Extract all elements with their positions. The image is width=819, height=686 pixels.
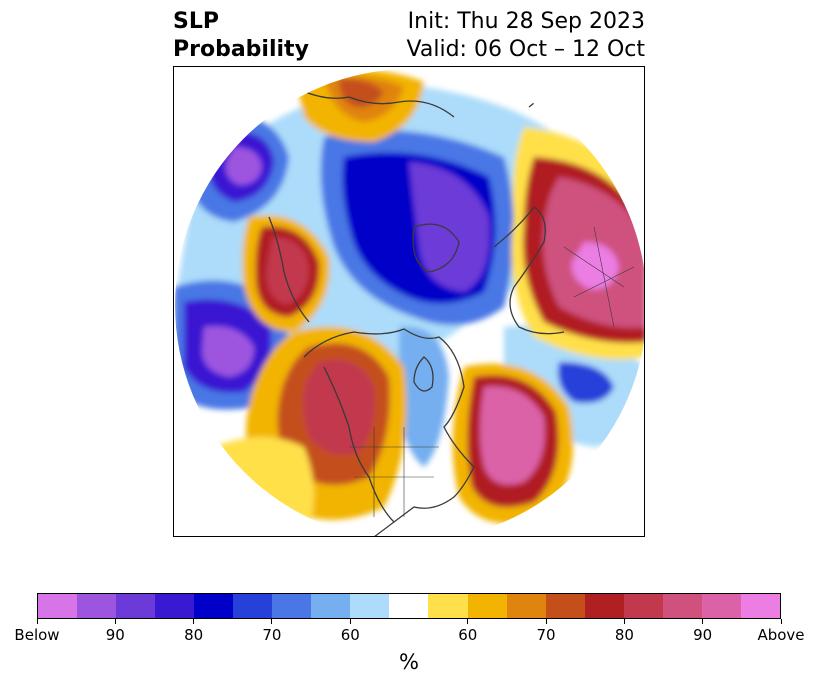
colorbar-tick-mark — [702, 619, 704, 624]
above-60-south — [206, 437, 314, 536]
colorbar-swatch — [389, 594, 429, 618]
colorbar-tick-label: 90 — [693, 626, 713, 644]
colorbar-tick-mark — [193, 619, 195, 624]
colorbar-swatch — [311, 594, 351, 618]
colorbar-tick-mark — [623, 619, 625, 624]
colorbar-swatch — [155, 594, 195, 618]
colorbar — [37, 593, 781, 619]
hudson-bay — [413, 356, 434, 392]
map-title: SLP Probability — [173, 8, 309, 64]
colorbar-unit-label: % — [399, 650, 419, 674]
colorbar-tick-label: 80 — [614, 626, 634, 644]
colorbar-swatch — [272, 594, 312, 618]
title-variable: SLP — [173, 9, 219, 34]
above-90-atlantic — [480, 386, 545, 485]
below-60-canada — [399, 326, 449, 467]
colorbar-swatch — [662, 594, 702, 618]
state-borders — [349, 427, 439, 517]
colorbar-tick-mark — [271, 619, 273, 624]
colorbar-tick-label: 70 — [262, 626, 282, 644]
colorbar-tick-label: Above — [757, 626, 805, 644]
colorbar-swatch — [467, 594, 507, 618]
north-america-coast — [303, 328, 475, 536]
colorbar-swatch — [116, 594, 156, 618]
below-80-atlantic — [558, 362, 614, 403]
europe-coast — [493, 206, 565, 335]
above-80-siberia — [339, 78, 384, 108]
colorbar-swatch — [623, 594, 663, 618]
colorbar-swatch — [233, 594, 273, 618]
probability-map — [175, 69, 644, 536]
colorbar-swatch — [194, 594, 234, 618]
below-90-arctic — [409, 162, 490, 292]
colorbar-tick-mark — [114, 619, 116, 624]
valid-range: Valid: 06 Oct – 12 Oct — [406, 37, 645, 62]
above-90-wna — [303, 359, 375, 455]
west-coast — [323, 366, 395, 523]
colorbar-swatch — [38, 594, 78, 618]
map-panel — [173, 66, 645, 537]
siberia-coast — [293, 86, 455, 118]
colorbar-tick-mark — [780, 619, 782, 624]
colorbar-swatch — [428, 594, 468, 618]
colorbar-tick-label: 60 — [458, 626, 478, 644]
init-date: Init: Thu 28 Sep 2023 — [407, 9, 645, 34]
below-90-nwpacific — [225, 147, 262, 185]
alaska-coast — [268, 216, 310, 323]
colorbar-tick-label: 70 — [536, 626, 556, 644]
colorbar-swatch — [545, 594, 585, 618]
colorbar-tick-label: 60 — [340, 626, 360, 644]
below-90-pacific — [202, 326, 254, 377]
colorbar-tick-label: Below — [14, 626, 60, 644]
colorbar-tick-label: 90 — [105, 626, 125, 644]
colorbar-tick-mark — [545, 619, 547, 624]
colorbar-swatch — [740, 594, 780, 618]
greenland — [412, 223, 460, 273]
colorbar-swatch — [701, 594, 741, 618]
colorbar-swatch — [350, 594, 390, 618]
colorbar-tick-mark — [36, 619, 38, 624]
map-dates: Init: Thu 28 Sep 2023 Valid: 06 Oct – 12… — [407, 8, 645, 64]
colorbar-swatch — [506, 594, 546, 618]
above-90-bering — [266, 237, 309, 305]
colorbar-swatch — [584, 594, 624, 618]
country-borders — [563, 226, 635, 328]
colorbar-tick-mark — [349, 619, 351, 624]
colorbar-tick-label: 80 — [184, 626, 204, 644]
title-type: Probability — [173, 37, 309, 62]
colorbar-tick-mark — [467, 619, 469, 624]
colorbar-swatch — [77, 594, 117, 618]
above-max-europe — [571, 242, 619, 290]
